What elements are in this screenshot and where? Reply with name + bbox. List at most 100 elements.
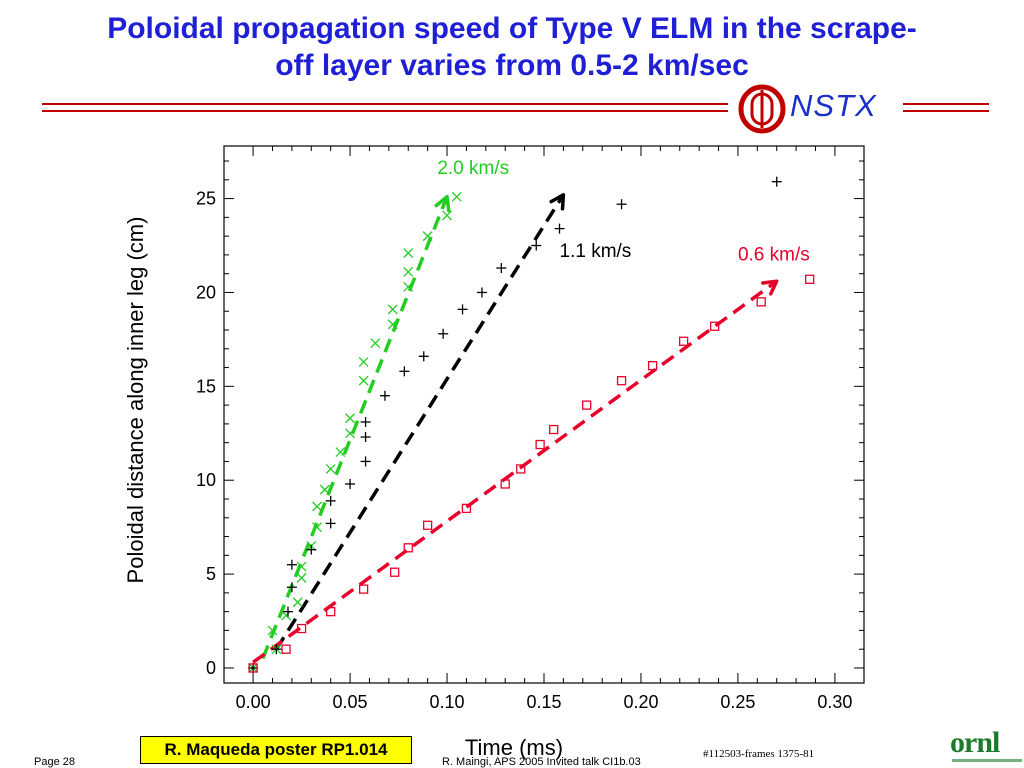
plus-marker-point [345,478,356,489]
x-marker-stroke [387,304,398,315]
x-marker-point [403,281,414,292]
x-marker-stroke [422,231,433,242]
data-points [248,176,815,673]
header-rule-left-bottom [42,110,728,112]
x-marker-point [325,463,336,474]
square-marker-point [461,503,472,514]
y-axis-label: Poloidal distance along inner leg (cm) [123,216,148,584]
square-marker-point [248,663,258,673]
x-marker-point [358,375,369,386]
square-marker-point [403,543,413,553]
x-marker-stroke [403,281,414,292]
x-tick-label: 0.30 [817,692,852,712]
plus-marker-point [286,559,297,570]
x-marker-point [358,356,369,367]
x-tick-label: 0.20 [623,692,658,712]
velocity-arrow-head [761,279,779,296]
square-marker-point [500,479,510,489]
x-tick-label: 0.25 [720,692,755,712]
x-marker-stroke [325,463,336,474]
x-marker-point [387,304,398,315]
plus-marker-point [360,432,371,443]
x-marker-stroke [335,447,346,458]
nstx-logo-text: NSTX [790,88,877,123]
x-marker-stroke [296,561,307,572]
frames-note: #112503-frames 1375-81 [703,748,815,760]
square-marker-point [616,376,627,386]
x-marker-point [281,610,292,621]
square-marker-point [549,424,559,435]
x-marker-point [267,625,278,636]
x-marker-point [292,597,303,608]
x-marker-point [296,561,307,572]
y-tick-label: 0 [206,658,216,678]
x-marker-point [442,210,452,221]
x-marker-point [312,522,323,533]
x-marker-stroke [281,610,292,621]
plus-marker-point [418,351,429,362]
x-marker-stroke [370,338,381,349]
nstx-emblem-icon [738,84,786,134]
ornl-logo: ornl [950,726,1024,768]
square-marker-point [535,439,545,450]
velocity-arrow-line [261,196,449,660]
plus-marker-point [476,287,487,298]
plus-marker-point [399,366,410,377]
x-marker-stroke [387,319,398,330]
page-number: Page 28 [34,756,75,768]
plus-marker-point [496,263,507,274]
footer-citation: R. Maingi, APS 2005 Invited talk CI1b.03 [442,756,641,768]
x-tick-label: 0.15 [526,692,561,712]
plus-marker-point [283,606,293,617]
x-marker-stroke [403,266,414,277]
x-marker-stroke [345,428,356,439]
x-marker-stroke [319,484,330,495]
plus-marker-point [325,518,336,529]
plus-marker-point [306,544,317,555]
plus-marker-point [325,495,336,506]
title-line-1: Poloidal propagation speed of Type V ELM… [107,12,917,45]
x-tick-label: 0.00 [236,692,271,712]
title-line-2: off layer varies from 0.5-2 km/sec [275,49,749,82]
square-marker-point [582,400,592,410]
slide-title: Poloidal propagation speed of Type V ELM… [0,10,1024,84]
x-marker-stroke [451,191,462,202]
velocity-arrow-head [434,194,451,213]
ornl-logo-text: ornl [950,726,1000,759]
x-marker-point [345,428,356,439]
plus-marker-point [360,456,371,467]
plus-marker-point [286,582,297,593]
square-marker-point [296,623,307,634]
plus-marker-point [438,328,449,339]
velocity-arrow-line [252,279,778,664]
x-tick-label: 0.05 [333,692,368,712]
x-marker-point [422,231,433,242]
square-marker-point [422,520,433,530]
y-tick-label: 10 [196,470,216,490]
x-marker-stroke [442,210,452,221]
plus-marker-point [531,240,542,251]
plus-marker-point [360,417,371,428]
axes-ticks: 0.00 0.05 0.10 0.15 0.20 0.25 0.30 0 5 10 15 20 25 [196,146,864,712]
square-marker-point [281,644,291,654]
x-marker-stroke [312,522,323,533]
x-marker-point [387,319,398,330]
nstx-logo: NSTX [738,84,900,134]
plus-marker-point [616,199,627,210]
x-marker-point [345,413,356,424]
header-rule-right-bottom [903,110,989,112]
poster-reference: R. Maqueda poster RP1.014 [140,736,412,764]
velocity-label: 1.1 km/s [560,241,632,262]
velocity-label: 0.6 km/s [738,245,810,266]
plus-marker-point [379,390,390,401]
x-marker-stroke [292,597,303,608]
x-marker-point [403,266,414,277]
x-marker-stroke [345,413,356,424]
x-marker-stroke [358,356,369,367]
square-marker-point [756,297,766,307]
square-marker-point [805,274,815,284]
y-tick-label: 5 [206,564,216,584]
x-marker-point [370,338,381,349]
square-marker-point [678,336,689,346]
x-marker-stroke [358,375,369,386]
